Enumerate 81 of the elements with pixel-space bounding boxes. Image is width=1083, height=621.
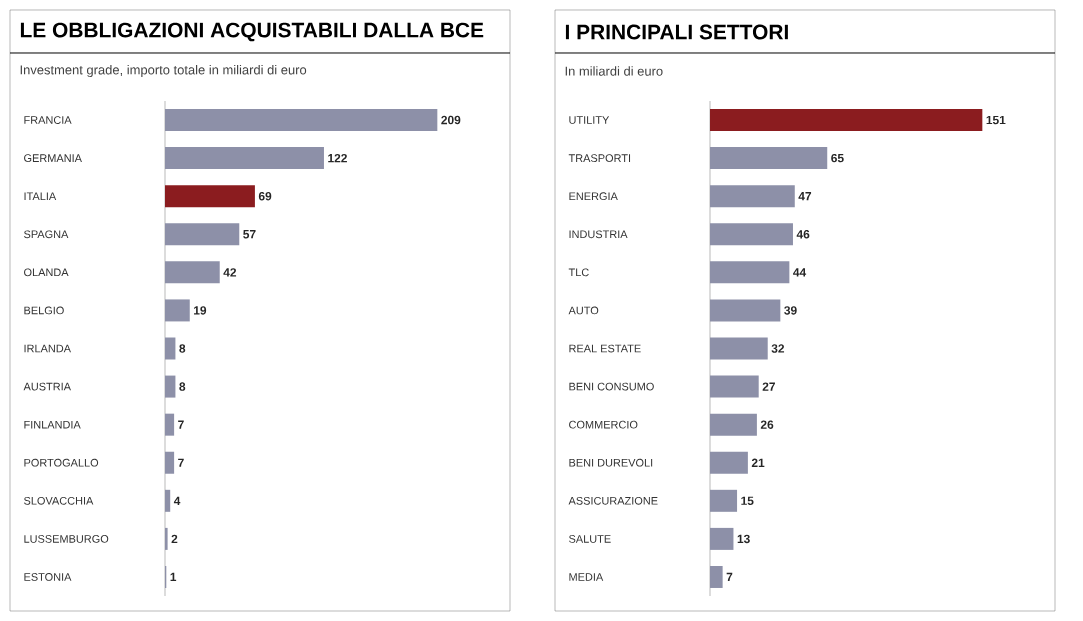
- y-tick-label: TLC: [568, 268, 589, 277]
- y-tick-label: BENI DUREVOLI: [569, 458, 653, 467]
- data-label: 4: [173, 496, 181, 505]
- bar: [710, 489, 738, 512]
- bar: [165, 185, 255, 208]
- data-label: 8: [179, 344, 186, 353]
- y-tick-label: INDUSTRIA: [569, 230, 628, 239]
- y-tick-label: GERMANIA: [24, 154, 82, 162]
- data-label: 69: [258, 191, 272, 201]
- data-label: 44: [793, 268, 807, 277]
- bar: [710, 337, 768, 360]
- data-label: 42: [223, 268, 237, 277]
- bar: [165, 109, 438, 132]
- y-tick-label: AUSTRIA: [23, 382, 71, 391]
- bar: [165, 261, 220, 284]
- y-tick-label: FRANCIA: [24, 116, 72, 124]
- chart-subtitle: In miliardi di euro: [565, 66, 663, 76]
- bar: [710, 299, 781, 322]
- bar: [710, 375, 759, 398]
- y-tick-label: MEDIA: [569, 573, 604, 581]
- data-label: 7: [726, 572, 733, 582]
- y-tick-label: BELGIO: [24, 306, 64, 315]
- y-tick-label: LUSSEMBURGO: [24, 535, 109, 543]
- bar: [165, 299, 190, 322]
- y-tick-label: UTILITY: [569, 116, 610, 124]
- bar: [165, 147, 324, 170]
- data-label: 65: [831, 153, 844, 163]
- data-label: 26: [760, 420, 774, 429]
- y-tick-label: BENI CONSUMO: [569, 382, 654, 391]
- y-tick-label: ESTONIA: [24, 573, 72, 581]
- chart-title: LE OBBLIGAZIONI ACQUISTABILI DALLA BCE: [20, 22, 484, 42]
- bar: [710, 527, 734, 550]
- y-tick-label: TRASPORTI: [568, 154, 631, 162]
- bar: [165, 337, 176, 360]
- y-tick-label: IRLANDA: [24, 344, 71, 353]
- y-tick-label: ASSICURAZIONE: [568, 496, 658, 505]
- data-label: 32: [771, 344, 785, 353]
- data-label: 46: [796, 230, 810, 239]
- y-tick-label: FINLANDIA: [24, 420, 81, 429]
- data-label: 7: [178, 420, 184, 429]
- chart-subtitle: Investment grade, importo totale in miliardi di euro: [20, 64, 307, 78]
- data-label: 122: [328, 153, 347, 163]
- bar: [165, 451, 175, 474]
- y-tick-label: ITALIA: [24, 192, 57, 200]
- y-tick-label: SALUTE: [569, 535, 611, 543]
- y-tick-label: SPAGNA: [24, 230, 69, 239]
- y-tick-label: PORTOGALLO: [24, 458, 99, 467]
- bar: [165, 375, 176, 398]
- bar: [710, 565, 723, 588]
- data-label: 15: [741, 496, 754, 505]
- bar: [710, 147, 828, 170]
- y-tick-label: AUTO: [568, 306, 599, 315]
- data-label: 39: [784, 306, 797, 315]
- y-tick-label: OLANDA: [24, 268, 69, 277]
- bar: [710, 109, 983, 132]
- bar: [165, 527, 168, 550]
- y-tick-label: SLOVACCHIA: [24, 496, 94, 505]
- bar: [710, 451, 748, 474]
- data-label: 13: [737, 534, 750, 544]
- data-label: 151: [986, 115, 1006, 125]
- y-tick-label: COMMERCIO: [569, 420, 638, 429]
- data-label: 2: [171, 534, 178, 544]
- data-label: 1: [170, 572, 177, 582]
- y-tick-label: REAL ESTATE: [569, 344, 641, 353]
- data-label: 19: [194, 306, 207, 315]
- data-label: 57: [243, 230, 256, 239]
- chart-title: I PRINCIPALI SETTORI: [565, 24, 788, 40]
- data-label: 7: [178, 458, 184, 467]
- bar: [710, 185, 795, 208]
- data-label: 8: [179, 382, 186, 391]
- bar: [710, 261, 790, 284]
- data-label: 21: [751, 458, 765, 467]
- bar: [710, 413, 757, 436]
- data-label: 209: [441, 115, 461, 125]
- bar: [165, 489, 171, 512]
- bar: [165, 223, 240, 246]
- bar: [710, 223, 793, 246]
- data-label: 27: [762, 382, 775, 391]
- y-tick-label: ENERGIA: [569, 192, 618, 201]
- data-label: 47: [798, 192, 812, 201]
- bar: [165, 413, 175, 436]
